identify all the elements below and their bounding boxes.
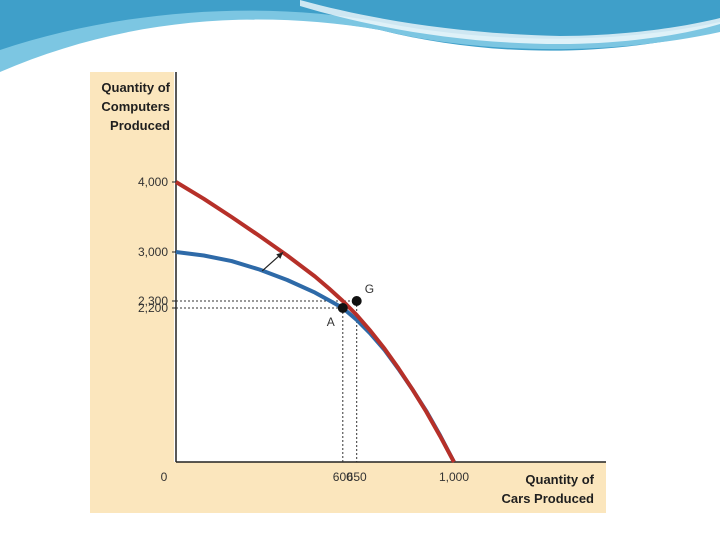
y-axis-title: Quantity of Computers Produced bbox=[101, 80, 170, 133]
x-tick-label: 0 bbox=[161, 470, 168, 484]
shift-arrowhead bbox=[276, 252, 284, 259]
x-axis-title: Quantity of Cars Produced bbox=[501, 472, 594, 506]
x-tick-label: 600 bbox=[333, 470, 353, 484]
y-tick-label: 2,300 bbox=[138, 294, 168, 308]
y-tick-label: 3,000 bbox=[138, 245, 168, 259]
point-g bbox=[351, 296, 362, 306]
point-a bbox=[337, 303, 348, 313]
slide-header-banner bbox=[0, 0, 720, 72]
point-label-a: A bbox=[327, 315, 335, 329]
x-tick-label: 1,000 bbox=[439, 470, 469, 484]
y-tick-label: 4,000 bbox=[138, 175, 168, 189]
ppf-curve-2 bbox=[174, 180, 456, 463]
x-tick-label: 650 bbox=[347, 470, 367, 484]
y-tick-label: 2,200 bbox=[138, 301, 168, 315]
chart-panel: Quantity of Computers Produced Quantity … bbox=[90, 72, 606, 513]
point-label-g: G bbox=[365, 282, 374, 296]
ppf-curve-1 bbox=[175, 250, 456, 463]
